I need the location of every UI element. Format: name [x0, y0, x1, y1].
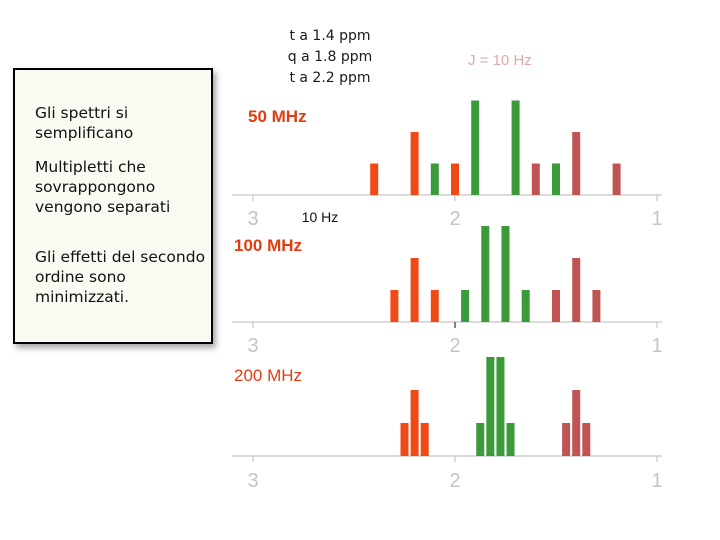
axis-tick-label: 3 — [247, 208, 258, 230]
axis-tick-label: 2 — [449, 470, 460, 492]
spectrum-peak — [531, 163, 540, 195]
note-text: Multipletti che sovrappongono vengono se… — [35, 158, 171, 216]
spacing-annotation: 10 Hz — [302, 209, 339, 225]
spectrum-peak — [370, 163, 379, 195]
spectrum-peak — [410, 390, 419, 456]
spectrum-peak — [410, 258, 419, 322]
note-text: Gli effetti del secondo ordine sono mini… — [35, 248, 206, 306]
axis-tick-label: 1 — [651, 208, 662, 230]
spectrum-peak — [476, 423, 485, 456]
axis-tick-label: 1 — [651, 470, 662, 492]
spectrum-peak — [481, 226, 490, 322]
spectrum-peak — [400, 423, 409, 456]
spectrum-peak — [501, 226, 510, 322]
spectrometer-frequency-label: 50 MHz — [248, 107, 307, 126]
spectrum-peak — [461, 290, 470, 322]
spectrum-peak — [420, 423, 429, 456]
multiplet-list: t a 1.4 ppm q a 1.8 ppm t a 2.2 ppm — [250, 26, 410, 89]
multiplet-line: q a 1.8 ppm — [287, 49, 373, 65]
axis-tick-label: 2 — [449, 335, 460, 357]
spectrum-peak — [572, 258, 581, 322]
multiplet-line: t a 1.4 ppm — [289, 28, 371, 44]
spectrum-peak — [552, 290, 560, 322]
coupling-constant-label: J = 10 Hz — [468, 52, 532, 69]
note-text: Gli spettri si semplificano — [35, 104, 134, 142]
spectrum-peak — [612, 163, 621, 195]
spectrum-peak — [430, 290, 439, 322]
spectrum-peak — [506, 423, 515, 456]
spectrum-peak — [430, 163, 439, 195]
multiplet-line: t a 2.2 ppm — [289, 70, 371, 86]
spectrum-peak — [486, 357, 495, 456]
axis-tick-label: 3 — [247, 470, 258, 492]
spectrum-peak — [511, 100, 520, 195]
spectrum-peak — [451, 163, 459, 195]
spectrometer-frequency-label: 100 MHz — [234, 236, 302, 255]
notes-box: Gli spettri si semplificano Multipletti … — [13, 68, 213, 344]
axis-tick-label: 1 — [651, 335, 662, 357]
spectrometer-frequency-label: 200 MHz — [234, 366, 302, 385]
spectrum-peak — [552, 163, 560, 195]
spectrum-peak — [496, 357, 505, 456]
spectrum-peak — [521, 290, 530, 322]
spectrum-peak — [592, 290, 601, 322]
spectrum-peak — [572, 390, 581, 456]
spectrum-peak — [582, 423, 591, 456]
spectrum-peak — [572, 132, 581, 195]
axis-tick-label: 2 — [449, 208, 460, 230]
spectrum-peak — [410, 132, 419, 195]
spectrum-peak — [562, 423, 571, 456]
axis-tick-label: 3 — [247, 335, 258, 357]
spectrum-peak — [471, 100, 480, 195]
spectrum-peak — [390, 290, 399, 322]
